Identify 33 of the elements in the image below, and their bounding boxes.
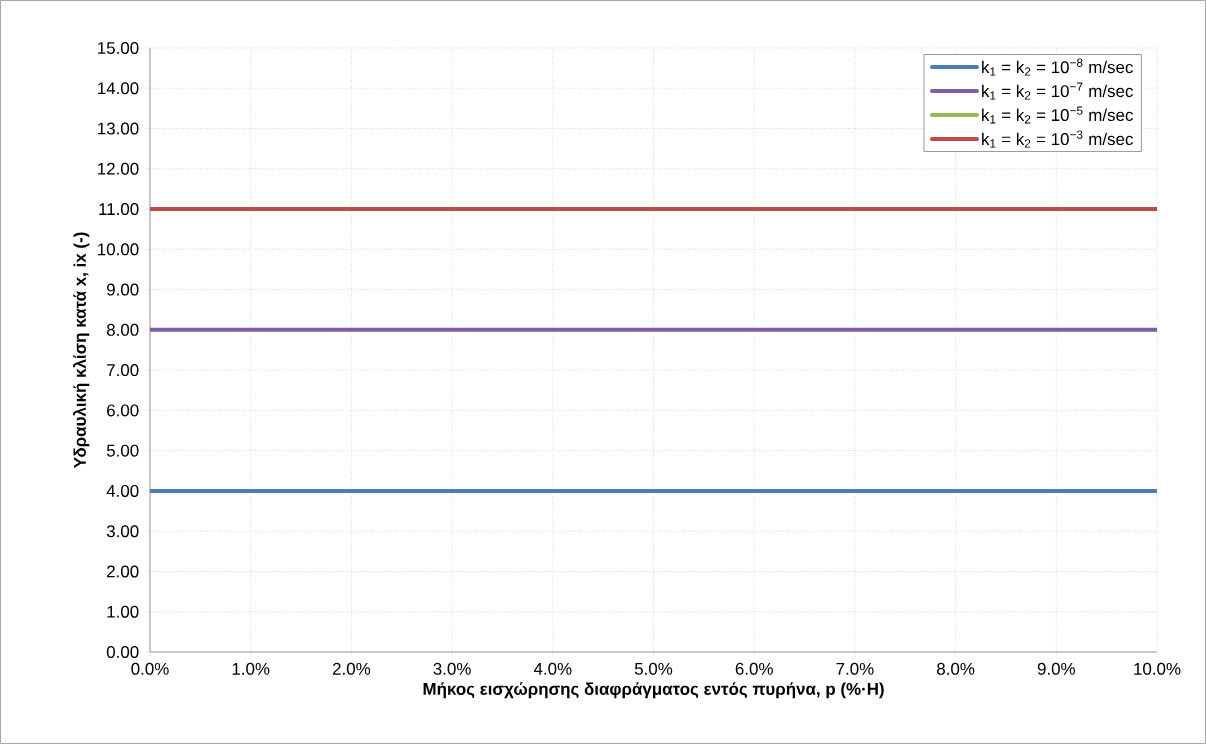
y-tick-label: 7.00 xyxy=(107,364,139,377)
y-tick-label: 8.00 xyxy=(106,323,139,336)
y-tick-label: 15.00 xyxy=(98,41,139,54)
x-tick-label: 8.0% xyxy=(937,662,975,675)
legend-label: k$_{1}$ = k$_{2}$ = 10$^{−8}$ m/sec xyxy=(982,58,1133,76)
x-tick-label: 4.0% xyxy=(533,662,572,675)
y-tick-label: 2.00 xyxy=(107,565,139,578)
x-tick-label: 6.0% xyxy=(735,662,773,675)
y-tick-label: 10.00 xyxy=(98,243,139,256)
y-tick-label: 9.00 xyxy=(107,283,139,296)
x-tick-label: 7.0% xyxy=(836,662,874,675)
legend-label: k$_{1}$ = k$_{2}$ = 10$^{−5}$ m/sec xyxy=(982,106,1133,124)
x-tick-label: 10.0% xyxy=(1134,662,1181,675)
x-tick-label: 3.0% xyxy=(433,662,471,675)
y-tick-label: 0.00 xyxy=(106,645,139,658)
legend-label: k$_{1}$ = k$_{2}$ = 10$^{−3}$ m/sec xyxy=(982,130,1133,148)
x-tick-label: 5.0% xyxy=(634,662,673,675)
y-tick-label: 4.00 xyxy=(106,484,139,497)
x-tick-label: 2.0% xyxy=(332,662,371,675)
x-tick-label: 0.0% xyxy=(131,662,169,675)
y-tick-label: 14.00 xyxy=(98,82,139,95)
x-tick-label: 1.0% xyxy=(232,662,270,675)
x-axis-title: Μήκος εισχώρησης διαφράγματος εντός πυρήνα, p (%·H) xyxy=(423,682,884,699)
y-tick-label: 12.00 xyxy=(98,162,139,175)
y-tick-label: 3.00 xyxy=(106,525,139,538)
y-tick-label: 5.00 xyxy=(106,444,139,457)
legend-label: k$_{1}$ = k$_{2}$ = 10$^{−7}$ m/sec xyxy=(982,82,1133,100)
y-axis-title: Υδραυλική κλίση κατά x, ix (-) xyxy=(73,232,90,468)
y-tick-label: 11.00 xyxy=(99,203,139,216)
x-tick-label: 9.0% xyxy=(1037,662,1075,675)
y-tick-label: 13.00 xyxy=(98,122,139,135)
y-tick-label: 6.00 xyxy=(107,404,139,417)
y-tick-label: 1.00 xyxy=(107,605,139,618)
